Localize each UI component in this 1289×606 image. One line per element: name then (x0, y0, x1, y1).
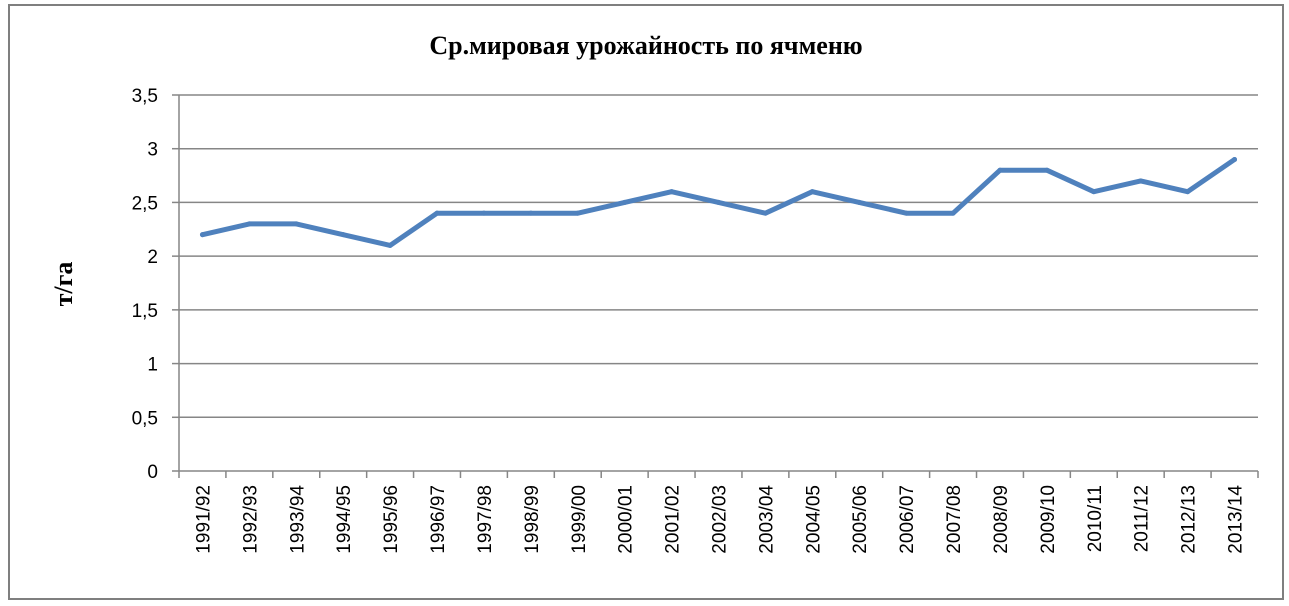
x-tick-label: 2013/14 (1226, 485, 1247, 554)
y-tick-label: 0 (147, 462, 158, 483)
y-axis-label: т/га (49, 262, 78, 307)
x-tick-label: 1996/97 (428, 485, 449, 554)
y-tick-label: 2 (147, 247, 158, 268)
x-tick-labels: 1991/92 1992/93 1993/94 1994/95 1995/96 1996/… (193, 485, 1246, 554)
x-tick-label: 2007/08 (944, 485, 965, 554)
x-tick-label: 1991/92 (193, 485, 214, 554)
data-point (856, 199, 862, 205)
x-tick-label: 2001/02 (663, 485, 684, 554)
data-point (762, 210, 768, 216)
data-point (528, 210, 534, 216)
data-point (199, 232, 205, 238)
data-point (622, 199, 628, 205)
data-point (716, 199, 721, 205)
x-tick-label: 2003/04 (756, 485, 777, 554)
x-tick-label: 2011/12 (1132, 485, 1153, 552)
gridlines (179, 94, 1258, 419)
x-tick-label: 2010/11 (1085, 485, 1106, 552)
x-tick-label: 1993/94 (287, 485, 308, 554)
chart-frame (8, 4, 1284, 600)
y-tick-labels: 0 0,5 1 1,5 2 2,5 3 3,5 (132, 86, 158, 483)
y-tick-label: 1,5 (132, 301, 158, 322)
y-tick-label: 1 (147, 355, 158, 376)
x-tick-label: 2009/10 (1038, 485, 1059, 554)
data-point (903, 210, 909, 216)
data-point (575, 210, 581, 216)
data-point (434, 210, 440, 216)
data-point (1232, 156, 1238, 162)
y-tick-label: 2,5 (132, 193, 158, 214)
y-tick-label: 0,5 (132, 408, 158, 429)
data-point (1044, 167, 1050, 173)
data-point (950, 210, 956, 216)
data-point (387, 242, 393, 248)
data-point (1138, 178, 1144, 184)
data-point (809, 189, 815, 195)
chart-title: Ср.мировая урожайность по ячменю (429, 31, 862, 60)
axes (172, 94, 1259, 478)
data-point (246, 221, 252, 227)
x-tick-label: 1994/95 (334, 485, 355, 554)
data-point (997, 167, 1003, 173)
series-line-group (199, 156, 1238, 248)
x-tick-label: 1995/96 (381, 485, 402, 554)
x-tick-label: 1998/99 (522, 485, 543, 554)
x-tick-label: 2004/05 (803, 485, 824, 554)
x-tick-label: 1992/93 (240, 485, 261, 554)
y-tick-label: 3,5 (132, 86, 158, 107)
data-point (669, 189, 675, 195)
data-point (293, 221, 299, 227)
data-point (1185, 189, 1191, 195)
x-tick-label: 2000/01 (616, 485, 637, 554)
x-tick-label: 1997/98 (475, 485, 496, 554)
data-point (340, 232, 346, 238)
x-tick-label: 2005/06 (850, 485, 871, 554)
y-tick-label: 3 (147, 140, 158, 161)
x-tick-label: 1999/00 (569, 485, 590, 554)
data-point (481, 210, 487, 216)
x-tick-label: 2006/07 (897, 485, 918, 554)
x-tick-label: 2008/09 (991, 485, 1012, 554)
data-point (1091, 189, 1097, 195)
x-tick-label: 2012/13 (1179, 485, 1200, 554)
x-tick-label: 2002/03 (710, 485, 731, 554)
